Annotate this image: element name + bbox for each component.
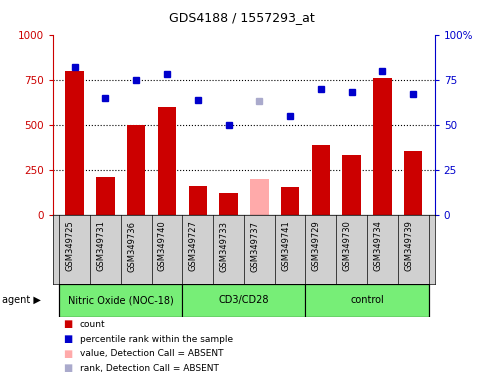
Text: rank, Detection Call = ABSENT: rank, Detection Call = ABSENT [80, 364, 219, 373]
Text: GSM349731: GSM349731 [97, 220, 105, 271]
Text: GSM349737: GSM349737 [250, 220, 259, 271]
Bar [127, 125, 145, 215]
Bar [219, 194, 238, 215]
Text: GSM349736: GSM349736 [127, 220, 136, 271]
Bar [305, 284, 428, 317]
Bar [342, 155, 361, 215]
Text: GSM349741: GSM349741 [281, 220, 290, 271]
Bar [404, 151, 423, 215]
Text: GSM349740: GSM349740 [158, 220, 167, 271]
Text: control: control [350, 295, 384, 306]
Text: GSM349739: GSM349739 [404, 220, 413, 271]
Text: agent ▶: agent ▶ [2, 295, 41, 306]
Text: ■: ■ [63, 334, 72, 344]
Bar [59, 284, 183, 317]
Text: ■: ■ [63, 363, 72, 373]
Text: GSM349729: GSM349729 [312, 220, 321, 271]
Bar [373, 78, 392, 215]
Text: GDS4188 / 1557293_at: GDS4188 / 1557293_at [169, 12, 314, 25]
Text: GSM349725: GSM349725 [66, 220, 75, 271]
Text: percentile rank within the sample: percentile rank within the sample [80, 334, 233, 344]
Bar [188, 186, 207, 215]
Text: value, Detection Call = ABSENT: value, Detection Call = ABSENT [80, 349, 223, 358]
Bar [65, 71, 84, 215]
Text: CD3/CD28: CD3/CD28 [219, 295, 269, 306]
Text: GSM349727: GSM349727 [189, 220, 198, 271]
Bar [183, 284, 305, 317]
Text: Nitric Oxide (NOC-18): Nitric Oxide (NOC-18) [68, 295, 174, 306]
Bar [158, 107, 176, 215]
Text: ■: ■ [63, 319, 72, 329]
Bar [312, 145, 330, 215]
Text: GSM349730: GSM349730 [342, 220, 352, 271]
Bar [96, 177, 114, 215]
Text: GSM349733: GSM349733 [220, 220, 228, 271]
Text: GSM349734: GSM349734 [373, 220, 383, 271]
Text: ■: ■ [63, 349, 72, 359]
Bar [250, 179, 269, 215]
Bar [281, 187, 299, 215]
Text: count: count [80, 320, 105, 329]
